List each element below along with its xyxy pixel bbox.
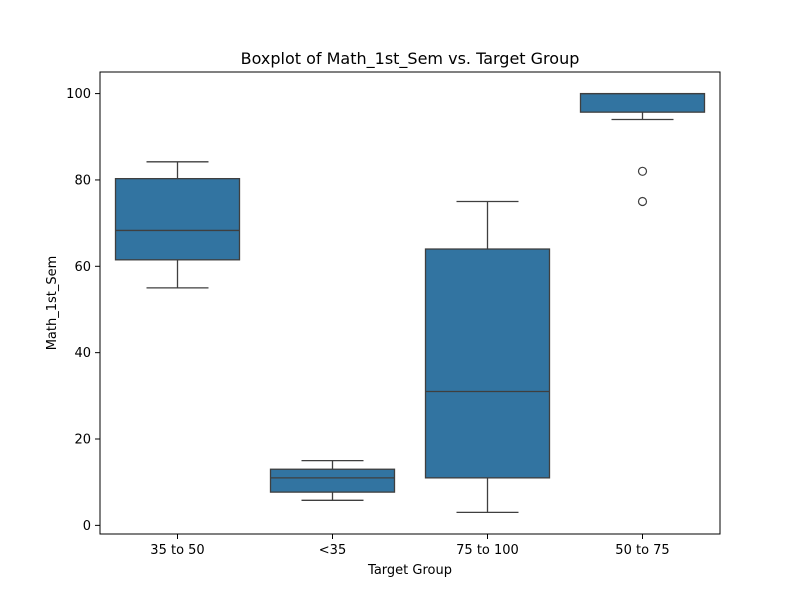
y-tick-label: 40 — [74, 346, 91, 361]
x-axis: 35 to 50 <35 75 to 100 50 to 75 — [150, 534, 670, 558]
iqr-box — [579, 92, 706, 113]
x-tick-label: 75 to 100 — [456, 543, 519, 558]
y-tick-label: 60 — [74, 260, 91, 275]
x-tick-label: 50 to 75 — [615, 543, 669, 558]
y-axis-label: Math_1st_Sem — [45, 256, 60, 351]
iqr-box — [114, 177, 241, 261]
y-tick-label: 20 — [74, 433, 91, 448]
y-axis: 0 20 40 60 80 100 — [66, 87, 100, 534]
chart-title: Boxplot of Math_1st_Sem vs. Target Group — [241, 49, 580, 69]
box-group — [579, 92, 706, 207]
plot-frame — [99, 71, 721, 535]
y-tick-label: 0 — [83, 519, 91, 534]
outlier-point — [637, 166, 648, 176]
x-tick-label: <35 — [319, 543, 346, 558]
y-tick-label: 100 — [66, 87, 91, 102]
box-group — [424, 200, 551, 514]
x-axis-label: Target Group — [367, 563, 452, 578]
outlier-point — [637, 196, 648, 207]
plot-area — [114, 92, 706, 514]
box-group — [269, 459, 396, 501]
box-group — [114, 161, 241, 289]
x-tick-label: 35 to 50 — [150, 543, 204, 558]
y-tick-label: 80 — [74, 173, 91, 188]
iqr-box — [269, 468, 396, 493]
iqr-box — [424, 248, 551, 479]
